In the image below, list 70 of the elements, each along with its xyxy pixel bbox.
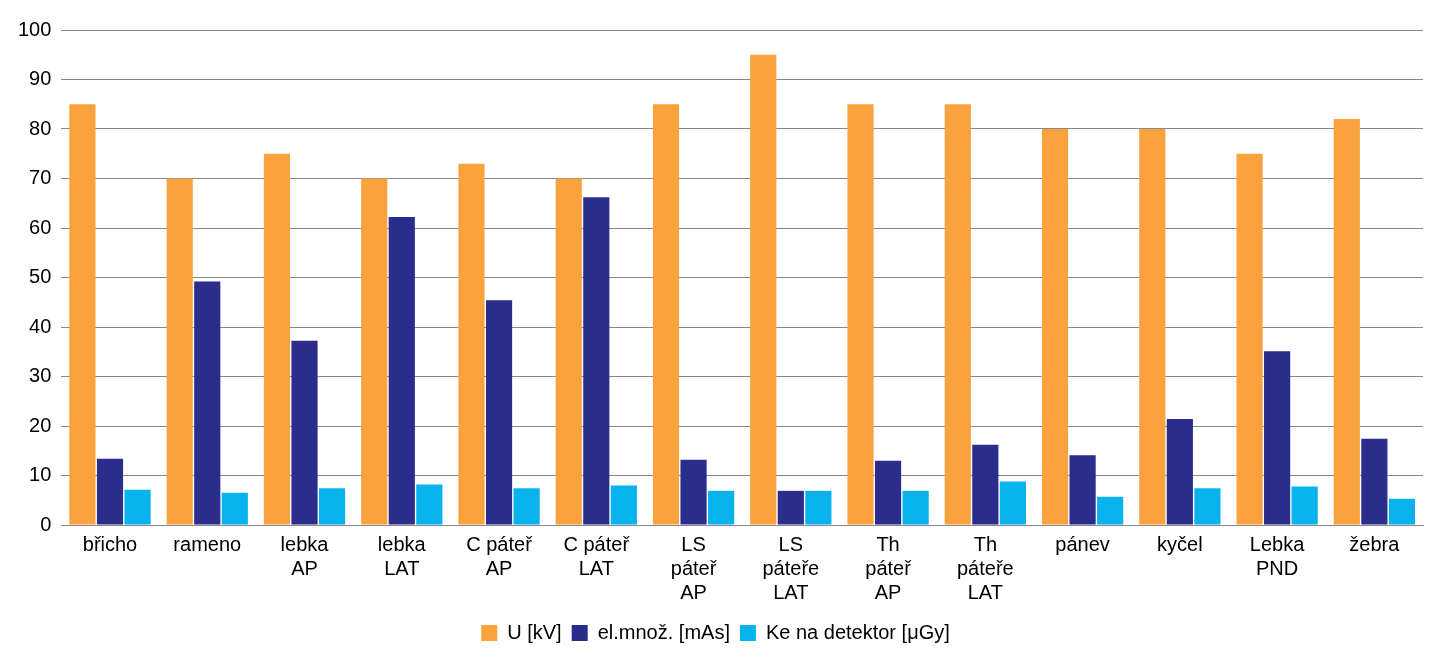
bar [96, 458, 124, 525]
bar [972, 444, 999, 525]
y-tick-label: 70 [29, 166, 52, 189]
bar [485, 300, 513, 525]
bar [944, 104, 971, 525]
y-tick-label: 30 [29, 364, 52, 387]
bar [874, 460, 902, 525]
bar [194, 281, 221, 525]
bar [416, 484, 443, 525]
x-tick-label: Th páteř AP [865, 532, 913, 603]
bar [1236, 153, 1263, 525]
x-tick-label: C páteř LAT [563, 532, 631, 579]
x-tick-label: C páteř AP [466, 532, 534, 579]
bar [166, 178, 193, 525]
bar [1333, 119, 1360, 525]
x-tick-label: LS páteře LAT [762, 532, 820, 603]
y-tick-label: 100 [17, 17, 52, 40]
bar [805, 490, 832, 525]
bar [458, 163, 485, 525]
bar [610, 485, 637, 525]
y-tick-label: 10 [29, 463, 52, 486]
x-tick-label: lebka LAT [377, 532, 427, 579]
x-tick-label: žebra [1349, 532, 1401, 555]
bar [902, 490, 929, 525]
bar [708, 490, 735, 525]
bar [652, 104, 680, 525]
bar [999, 481, 1026, 525]
bar [291, 340, 318, 525]
bar [680, 459, 707, 525]
bar [513, 488, 540, 525]
bar [1097, 496, 1124, 525]
bar [318, 488, 346, 525]
bar [1041, 129, 1069, 525]
x-tick-label: pánev [1055, 532, 1110, 555]
y-tick-label: 50 [29, 265, 52, 288]
x-tick-label: rameno [173, 532, 242, 555]
bar [1139, 129, 1166, 525]
x-tick-label: Lebka PND [1249, 532, 1306, 579]
bar [124, 489, 151, 525]
legend-label: Ke na detektor [μGy] [765, 620, 950, 643]
bar [361, 178, 388, 525]
y-tick-label: 0 [40, 512, 52, 535]
bar [221, 492, 248, 525]
legend-label: el.množ. [mAs] [597, 620, 730, 643]
y-tick-label: 60 [29, 215, 52, 238]
bar [583, 197, 610, 525]
bar [555, 178, 582, 525]
x-tick-label: kyčel [1157, 532, 1203, 555]
bar [1388, 498, 1416, 525]
bar [69, 104, 96, 525]
y-tick-label: 40 [29, 314, 52, 337]
bar [777, 490, 804, 525]
bar [1069, 455, 1096, 525]
bar [847, 104, 874, 525]
bar [1264, 351, 1291, 525]
bar [750, 54, 777, 525]
bar [1166, 419, 1193, 525]
x-tick-label: LS páteř AP [670, 532, 718, 603]
x-tick-label: břicho [82, 532, 138, 555]
bar [388, 217, 415, 525]
y-tick-label: 90 [29, 67, 52, 90]
bar [1194, 488, 1221, 525]
x-tick-label: lebka AP [280, 532, 330, 579]
y-tick-label: 80 [29, 116, 52, 139]
y-tick-label: 20 [29, 413, 52, 436]
x-tick-label: Th páteře LAT [956, 532, 1014, 603]
bar [1291, 486, 1318, 525]
bar [263, 153, 291, 525]
legend-label: U [kV] [507, 620, 562, 643]
bar [1361, 438, 1388, 525]
